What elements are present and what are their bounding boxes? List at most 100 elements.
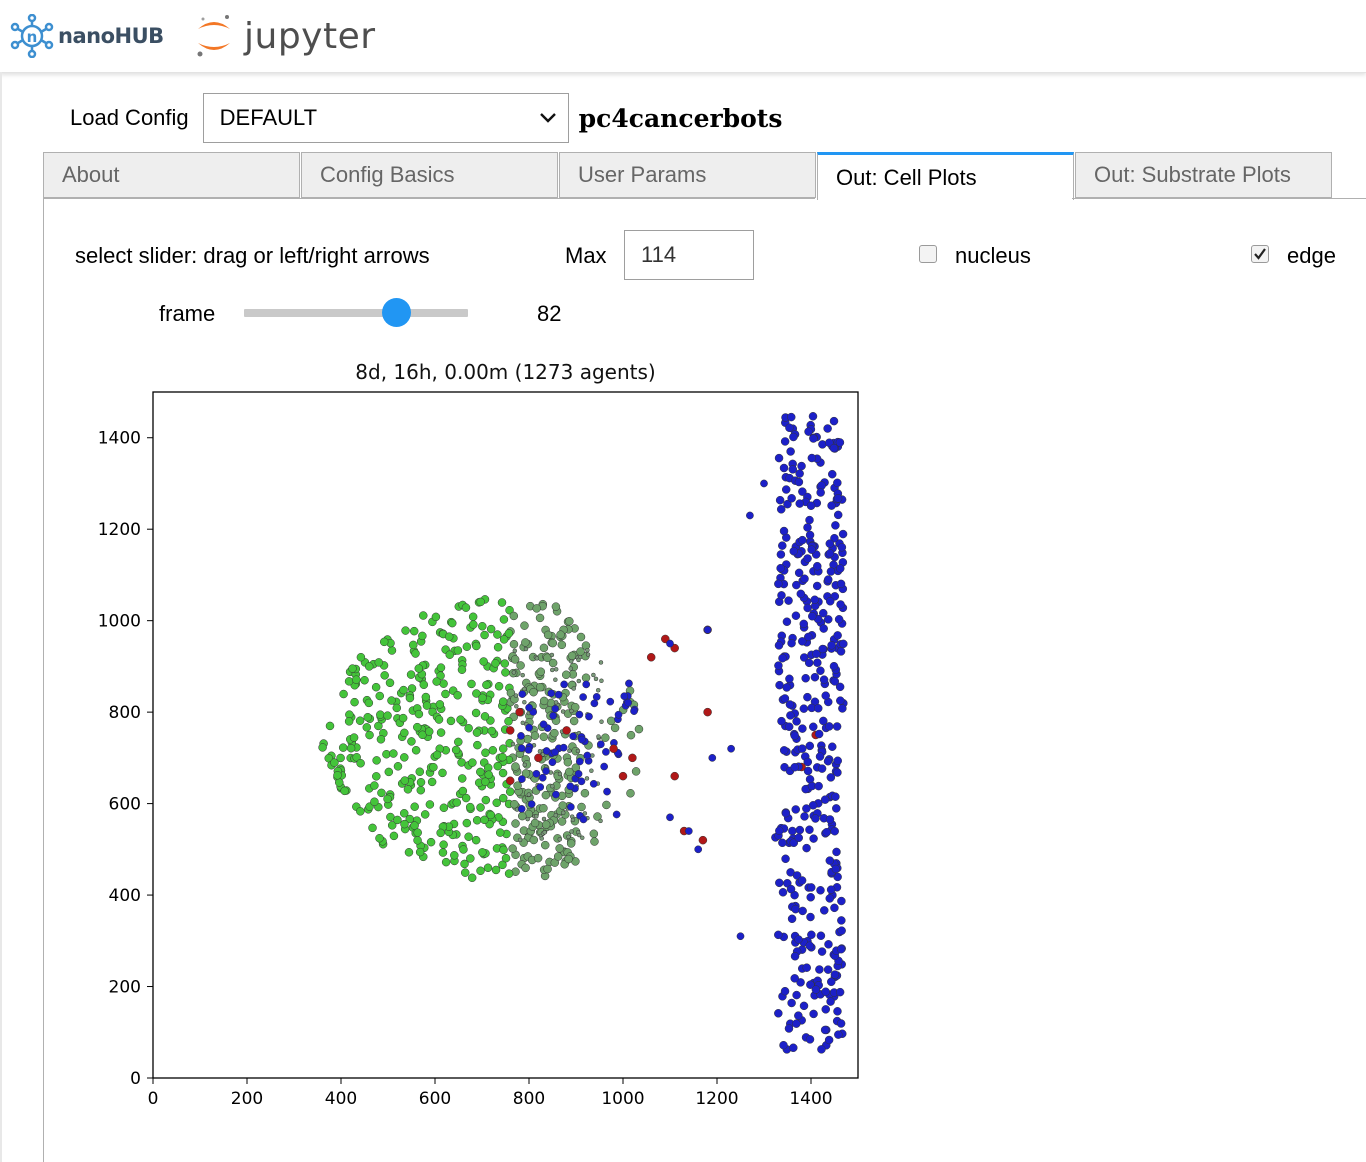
frame-label: frame [159,301,216,326]
cell-marker [816,931,826,940]
nucleus-checkbox[interactable] [919,245,937,263]
cell-marker [491,659,500,668]
cell-marker [774,453,784,463]
cell-marker [553,667,559,672]
cell-marker [344,677,354,686]
cell-marker [400,776,410,785]
cell-marker [416,785,426,795]
frame-slider-handle[interactable] [382,298,412,327]
cell-marker [746,511,754,520]
cell-marker [820,906,829,915]
cell-marker [827,977,836,987]
cell-marker [792,717,801,726]
cell-marker [461,793,471,803]
cell-marker [383,794,392,804]
tab-config-basics[interactable]: Config Basics [301,152,558,198]
cell-marker [798,637,807,646]
cell-marker [620,692,629,701]
cell-marker [804,632,813,642]
cell-marker [532,604,541,613]
cell-marker [824,615,833,624]
checkmark-icon [1254,248,1266,260]
cell-marker [803,692,812,702]
cell-marker [539,803,548,813]
cell-marker [516,661,525,670]
cell-marker [591,672,596,678]
cell-marker [407,737,416,746]
cell-marker [589,779,598,788]
cell-marker [802,843,811,853]
y-tick-label: 200 [109,978,141,998]
cell-marker [825,438,834,448]
tab-user-params[interactable]: User Params [559,152,816,198]
cell-marker [807,930,816,940]
cell-marker [789,546,799,556]
cell-marker [392,703,402,713]
max-frame-input[interactable]: 114 [624,230,754,280]
cell-marker [339,689,348,699]
cell-marker [776,563,785,573]
cell-marker [476,803,485,812]
cell-marker [478,621,487,631]
frame-value: 82 [537,301,562,326]
cell-marker [814,729,824,739]
load-config-dropdown[interactable]: DEFAULT [202,93,569,143]
cell-marker [498,744,508,753]
cell-marker [491,865,501,875]
cell-marker [505,787,515,796]
cell-marker [404,848,414,857]
cell-marker [598,818,603,824]
jupyter-logo[interactable]: jupyter [194,8,376,64]
cell-marker [570,817,576,823]
cell-marker [835,987,845,997]
cell-marker [576,647,585,656]
cell-marker [522,699,527,705]
cell-marker [783,499,792,509]
tab-about[interactable]: About [43,152,300,198]
cell-marker [524,746,533,754]
cell-marker [521,638,530,647]
cell-marker [816,488,825,497]
jupyter-wordmark: jupyter [244,15,376,57]
x-tick-label: 800 [513,1089,545,1109]
cell-marker [456,715,465,724]
cell-marker [498,860,507,870]
edge-checkbox[interactable] [1251,245,1269,263]
cell-marker [566,839,576,848]
cell-marker [789,1043,798,1053]
cell-marker [512,648,518,654]
cell-marker [543,653,552,663]
cell-marker [821,987,830,996]
cell-marker [526,792,532,797]
tab-out-substrate-plots[interactable]: Out: Substrate Plots [1075,152,1332,198]
cell-marker [786,711,795,720]
y-axis: 0 200 400 600 800 1000 1200 1400 [98,429,153,1089]
frame-slider-track[interactable] [244,309,468,317]
cell-marker [808,412,818,421]
y-tick-label: 1400 [98,429,141,449]
cell-marker [476,866,485,876]
cell-marker [794,833,803,843]
cell-marker [356,807,365,816]
cell-marker [626,730,636,740]
cell-marker [781,485,791,494]
cell-marker [774,661,783,670]
cell-marker [523,646,529,652]
cell-marker [518,811,527,821]
cell-marker [427,777,437,787]
cell-marker [834,615,844,624]
cell-marker [462,818,472,828]
cell-marker [505,605,514,615]
cell-marker [379,637,389,647]
cell-marker [826,567,836,576]
cell-marker [831,521,840,530]
cell-marker [509,639,519,649]
cell-marker [567,651,577,661]
cell-marker [457,665,467,674]
cell-marker [543,864,552,874]
cell-marker [505,726,515,735]
cell-marker [568,666,573,671]
nanohub-logo[interactable]: n nanoHUB [10,12,164,60]
tab-out-cell-plots[interactable]: Out: Cell Plots [817,152,1074,200]
cell-marker [822,827,831,837]
